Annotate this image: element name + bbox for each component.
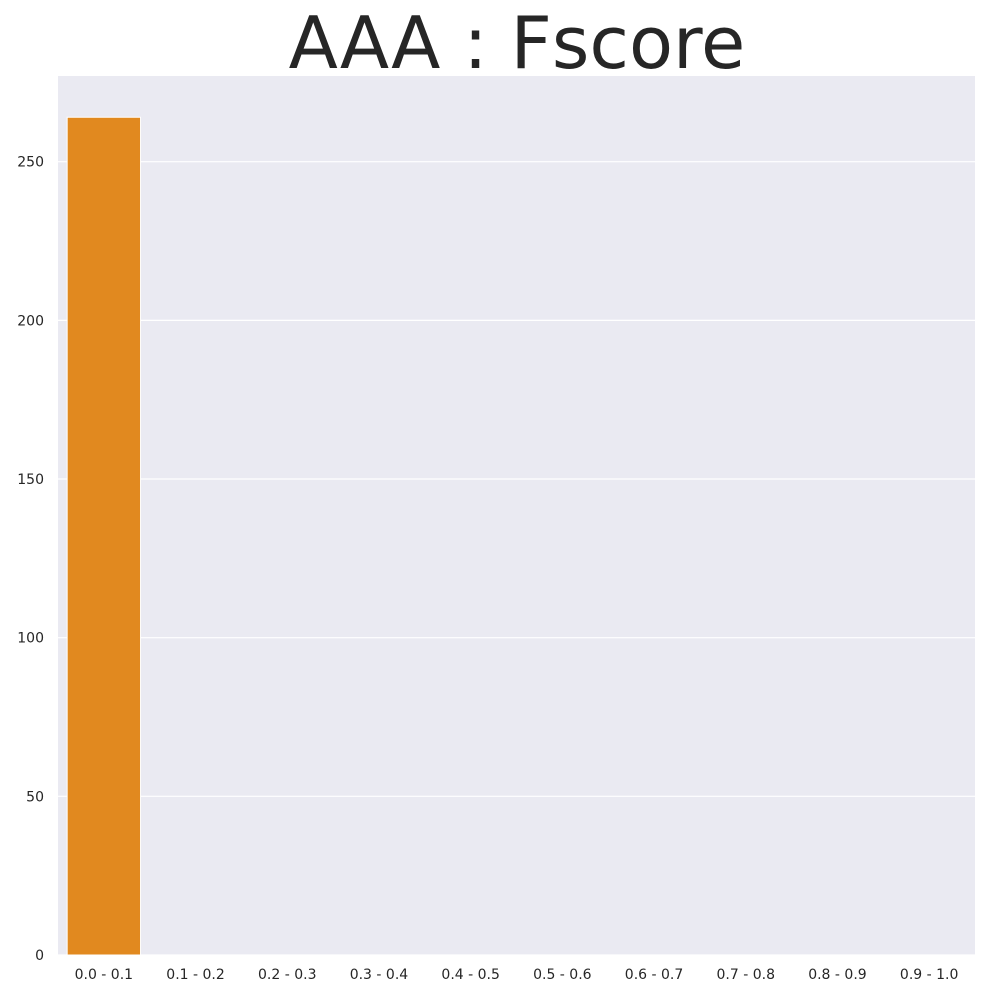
x-tick-label: 0.9 - 1.0: [900, 967, 958, 983]
x-tick-label: 0.1 - 0.2: [166, 967, 224, 983]
x-tick-label: 0.7 - 0.8: [717, 967, 775, 983]
y-tick-label: 0: [35, 948, 44, 964]
x-tick-label: 0.2 - 0.3: [258, 967, 316, 983]
x-tick-label: 0.4 - 0.5: [441, 967, 499, 983]
y-tick-label: 200: [17, 313, 44, 329]
grid-lines: [58, 161, 975, 956]
plot-background: [58, 76, 975, 955]
bars: [66, 116, 142, 956]
y-tick-labels: 0 50 100 150 200 250: [17, 155, 44, 964]
chart-title: AAA : Fscore: [289, 1, 746, 85]
x-tick-label: 0.3 - 0.4: [350, 967, 409, 983]
y-tick-label: 50: [26, 789, 44, 805]
x-tick-label: 0.6 - 0.7: [625, 967, 683, 983]
bar: [66, 116, 142, 956]
x-tick-label: 0.5 - 0.6: [533, 967, 592, 983]
x-tick-label: 0.0 - 0.1: [75, 967, 133, 983]
y-tick-label: 250: [17, 155, 44, 171]
x-tick-labels: 0.0 - 0.1 0.1 - 0.2 0.2 - 0.3 0.3 - 0.4 0.4 …: [75, 967, 959, 983]
y-tick-label: 100: [17, 631, 44, 647]
y-tick-label: 150: [17, 472, 44, 488]
x-tick-label: 0.8 - 0.9: [808, 967, 866, 983]
